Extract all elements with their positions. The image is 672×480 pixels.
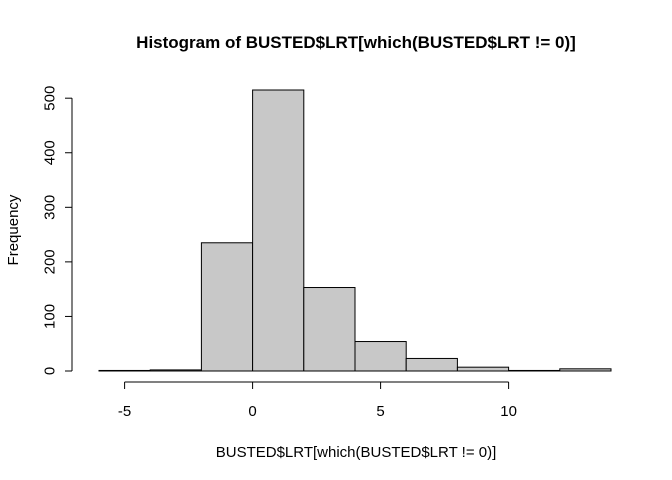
y-axis: 0 100 200 300 400 500 xyxy=(42,86,73,375)
histogram-bar-8 xyxy=(508,369,561,372)
y-tick-label-0: 0 xyxy=(42,367,59,375)
histogram-bar-9 xyxy=(559,368,612,372)
x-axis-label: BUSTED$LRT[which(BUSTED$LRT != 0)] xyxy=(216,444,497,461)
y-tick-label-5: 500 xyxy=(42,86,59,111)
y-tick-label-3: 300 xyxy=(42,195,59,220)
y-tick-label-4: 400 xyxy=(42,140,59,165)
histogram-bar-6 xyxy=(405,357,458,372)
histogram-bar-3 xyxy=(252,89,305,372)
chart-title: Histogram of BUSTED$LRT[which(BUSTED$LRT… xyxy=(136,33,576,52)
y-tick-label-1: 100 xyxy=(42,304,59,329)
x-tick-label-2: 5 xyxy=(376,403,384,420)
x-axis: -5 0 5 10 xyxy=(118,381,517,420)
bars-group xyxy=(98,89,612,372)
y-axis-label: Frequency xyxy=(5,194,22,265)
x-tick-label-0: -5 xyxy=(118,403,131,420)
histogram-bar-2 xyxy=(200,242,254,372)
histogram-bar-4 xyxy=(303,287,356,372)
histogram-bar-0 xyxy=(98,369,151,372)
histogram-bar-7 xyxy=(456,366,510,372)
y-tick-label-2: 200 xyxy=(42,249,59,274)
x-tick-label-3: 10 xyxy=(500,403,517,420)
x-tick-label-1: 0 xyxy=(248,403,256,420)
histogram-bar-1 xyxy=(149,369,202,372)
histogram-bar-5 xyxy=(354,341,407,372)
